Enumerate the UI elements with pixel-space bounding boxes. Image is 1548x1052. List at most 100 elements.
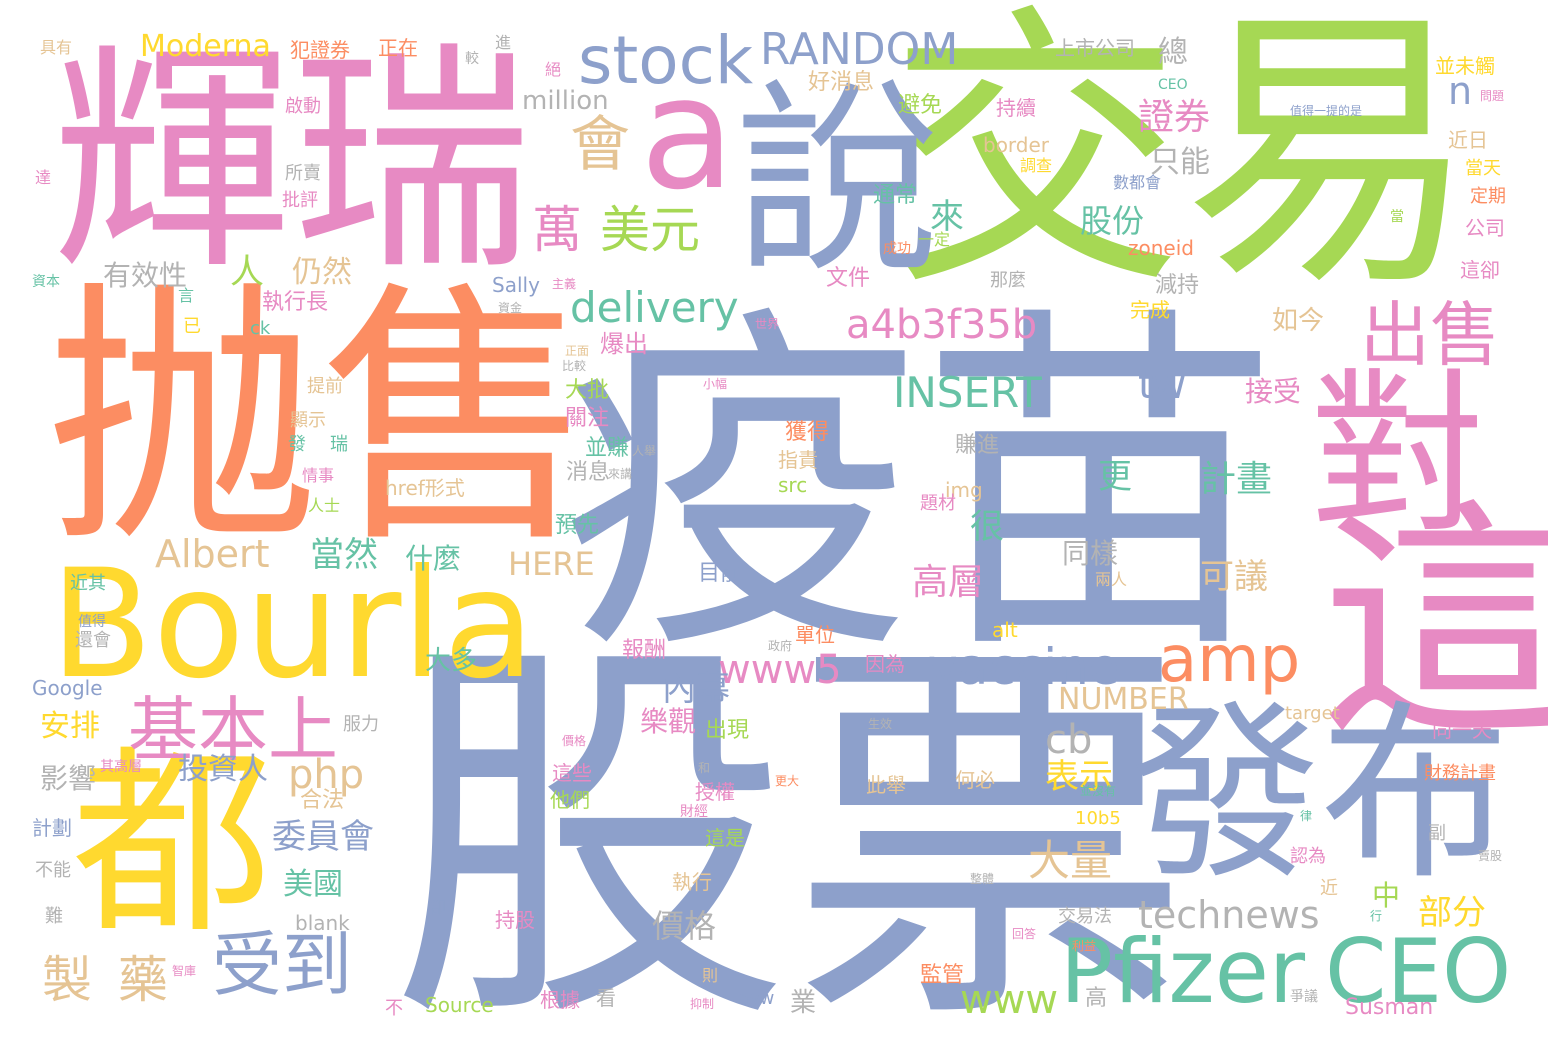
word-advance: 預先 (555, 513, 600, 538)
word-attention: 關注 (565, 406, 610, 431)
word-ck: ck (250, 318, 271, 339)
word-authorize: 授權 (695, 780, 735, 804)
word-ceo: CEO (1325, 920, 1512, 1023)
word-stock: stock (578, 22, 754, 99)
word-img: img (945, 478, 983, 502)
word-planning: 計劃 (32, 816, 72, 840)
word-google: Google (32, 676, 103, 700)
word-also-will: 還會 (75, 630, 111, 651)
word-avw: avw (738, 988, 775, 1009)
word-dispute: 爭議 (1290, 989, 1318, 1005)
word-no: 並沒有 (1080, 784, 1117, 798)
word-reduce: 減持 (1155, 273, 1200, 298)
word-deputy: 副 (1428, 823, 1446, 844)
word-shares: 股份 (1080, 202, 1145, 240)
word-person: 人 (230, 252, 264, 292)
word-worth-mention: 值得一提的是 (1290, 104, 1363, 118)
word-not-touch: 並未觸 (1435, 54, 1495, 78)
word-php: php (288, 752, 365, 798)
word-funds: 資金 (498, 301, 523, 315)
word-complete: 完成 (1130, 298, 1170, 322)
word-only: 只能 (1150, 145, 1210, 180)
word-avoid: 避免 (898, 93, 943, 118)
word-that-day: 當天 (1465, 158, 1501, 179)
word-accept: 接受 (1245, 375, 1302, 408)
word-usually: 通常 (873, 183, 918, 208)
word-accuse: 指責 (778, 448, 818, 472)
word-middle: 中 (1372, 879, 1401, 912)
word-launch: 啟動 (285, 96, 321, 117)
word-optimistic: 樂觀 (640, 705, 697, 738)
word-near-its: 近其 (70, 573, 106, 594)
word-ism: 主義 (552, 277, 577, 291)
word-unit: 單位 (795, 623, 835, 647)
word-price-small: 價格 (562, 734, 587, 748)
word-positive: 正面 (565, 344, 590, 358)
word-company: 公司 (1465, 216, 1505, 240)
word-answer: 回答 (1012, 927, 1037, 941)
word-worth: 值得 (78, 614, 106, 630)
word-make: 製 (42, 951, 92, 1009)
word-recently: 近日 (1448, 128, 1488, 152)
word-both: 兩人 (1095, 570, 1128, 589)
word-susman: Susman (1345, 995, 1434, 1020)
word-to: 對 (1310, 354, 1485, 557)
word-show: 顯示 (290, 410, 326, 431)
word-ceo-small: CEO (1158, 77, 1188, 93)
word-large: 大量 (1028, 836, 1113, 885)
word-high: 高 (1085, 986, 1108, 1011)
word-10b5: 10b5 (1075, 808, 1121, 829)
word-majority-will: 數都會 (1113, 173, 1162, 192)
word-government: 政府 (768, 639, 793, 653)
word-world: 世界 (755, 317, 780, 331)
word-investors: 投資人 (178, 752, 268, 787)
word-rui: 瑞 (330, 434, 348, 455)
word-for: 來講 (608, 467, 633, 481)
word-random: RANDOM (760, 24, 959, 75)
word-not: 不 (385, 998, 403, 1019)
word-enter: 進 (495, 33, 512, 52)
word-act: 行 (1370, 909, 1383, 923)
word-difficult: 難 (45, 906, 63, 927)
word-same-day: 同一天 (1432, 718, 1492, 742)
word-matter: 情事 (302, 466, 335, 485)
word-more: 更 (1098, 457, 1132, 497)
word-legal: 合法 (300, 788, 345, 813)
word-cannot: 不能 (35, 860, 71, 881)
word-n: n (1448, 69, 1473, 113)
word-part: 部分 (1418, 893, 1486, 933)
word-but-this: 這卻 (1460, 258, 1500, 282)
word-src: src (778, 473, 808, 497)
word-sally: Sally (492, 273, 540, 297)
word-will: 會 (570, 110, 630, 180)
word-exchange-act: 交易法 (1058, 906, 1112, 927)
word-very: 很 (970, 507, 1004, 547)
word-execute: 執行 (672, 870, 712, 894)
word-topic: 題材 (920, 493, 956, 514)
word-moderna: Moderna (140, 29, 271, 64)
word-cb: cb (1045, 717, 1093, 763)
word-regulate: 監管 (920, 963, 965, 988)
word-benefit: 利益 (1072, 939, 1097, 953)
word-insider: 內幕 (662, 669, 730, 709)
word-overall: 整體 (970, 872, 995, 886)
word-this-move: 此舉 (866, 773, 906, 797)
word-regularly: 定期 (1470, 186, 1506, 207)
word-say: 說 (735, 63, 940, 301)
word-persons: 人士 (308, 496, 341, 515)
word-pfizer-zh: 輝瑞 (52, 22, 533, 302)
word-suppress: 抑制 (690, 997, 715, 1011)
word-dump: 抛售 (45, 259, 595, 579)
word-financial-plan: 財務計畫 (1424, 763, 1496, 784)
word-fa: 發 (288, 434, 306, 455)
word-capital: 資本 (32, 274, 60, 290)
word-here: HERE (508, 545, 595, 583)
word-speech: 言 (178, 286, 195, 305)
word-trade: 交易 (888, 0, 1478, 325)
word-debatable: 可議 (1200, 557, 1268, 597)
word-when: 當 (1390, 209, 1404, 225)
word-vaccine: vaccine (928, 638, 1120, 696)
word-and: 和 (698, 761, 711, 775)
word-earn: 並賺 (585, 436, 630, 461)
word-blank: blank (295, 911, 350, 935)
